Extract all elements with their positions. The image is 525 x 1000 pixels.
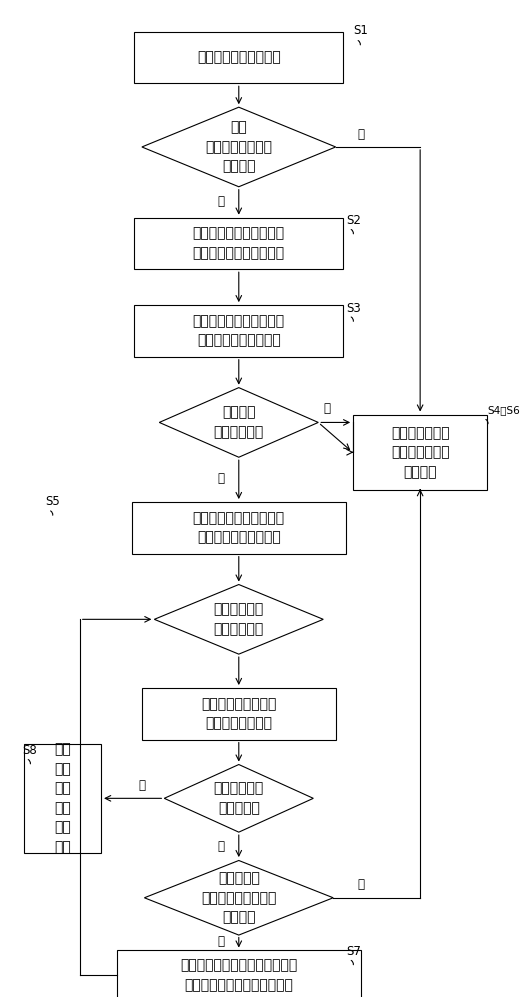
Polygon shape bbox=[154, 585, 323, 654]
Text: S8: S8 bbox=[23, 744, 37, 757]
Text: 剩余时间小于
设定时间阈值: 剩余时间小于 设定时间阈值 bbox=[214, 603, 264, 636]
Polygon shape bbox=[164, 765, 313, 832]
Text: 否: 否 bbox=[357, 128, 364, 141]
Text: 峰值
功率
使用
保护
处理
模式: 峰值 功率 使用 保护 处理 模式 bbox=[54, 743, 71, 854]
Text: 更新动力电池能够继续提
供峰值功率的剩余时间: 更新动力电池能够继续提 供峰值功率的剩余时间 bbox=[193, 511, 285, 545]
Text: 是: 是 bbox=[323, 402, 330, 415]
Bar bbox=[134, 305, 343, 357]
Bar bbox=[134, 32, 343, 83]
Text: 进行峰值功率输出，并估
算出峰值功率的剩余时间: 进行峰值功率输出，并估 算出峰值功率的剩余时间 bbox=[193, 227, 285, 260]
Text: 提示驾驶员峰值功率
剩余使用时间不足: 提示驾驶员峰值功率 剩余使用时间不足 bbox=[201, 697, 277, 731]
Text: 驾驶员减少加
速踏板开度: 驾驶员减少加 速踏板开度 bbox=[214, 782, 264, 815]
Text: S3: S3 bbox=[346, 302, 361, 315]
Text: S7: S7 bbox=[346, 945, 361, 958]
Text: 否: 否 bbox=[218, 472, 225, 485]
Text: 否: 否 bbox=[139, 779, 145, 792]
Bar bbox=[134, 218, 343, 269]
Text: 是: 是 bbox=[218, 195, 225, 208]
Bar bbox=[117, 950, 361, 1000]
Text: 是: 是 bbox=[218, 840, 225, 853]
Text: 踏板开度值
小于预设的退出时的
踏板开度: 踏板开度值 小于预设的退出时的 踏板开度 bbox=[201, 871, 277, 924]
Bar bbox=[142, 688, 335, 740]
Text: 否: 否 bbox=[218, 935, 225, 948]
Text: S2: S2 bbox=[346, 214, 361, 227]
Polygon shape bbox=[142, 107, 335, 187]
Text: 实时获取驾驶员的驾驶意
图以及车辆输出的功率: 实时获取驾驶员的驾驶意 图以及车辆输出的功率 bbox=[193, 314, 285, 348]
Bar bbox=[132, 502, 345, 554]
Polygon shape bbox=[159, 388, 318, 457]
Text: S4、S6: S4、S6 bbox=[487, 406, 520, 416]
Text: 按照正常工作模
式的功率表进行
功率输出: 按照正常工作模 式的功率表进行 功率输出 bbox=[391, 426, 449, 479]
Polygon shape bbox=[144, 860, 333, 935]
Text: S5: S5 bbox=[45, 495, 60, 508]
Text: S1: S1 bbox=[353, 24, 368, 37]
Text: 识别驾驶员的驾驶意图: 识别驾驶员的驾驶意图 bbox=[197, 50, 281, 64]
Text: 计算得到输出的峰值功率，并输
出该峰值功率；计算剩余时间: 计算得到输出的峰值功率，并输 出该峰值功率；计算剩余时间 bbox=[180, 959, 298, 992]
Text: 是否
需要进入峰值功率
使用模式: 是否 需要进入峰值功率 使用模式 bbox=[205, 120, 272, 173]
Text: 是: 是 bbox=[357, 878, 364, 891]
Bar bbox=[24, 744, 101, 853]
Text: 退出峰值
功率使用模式: 退出峰值 功率使用模式 bbox=[214, 406, 264, 439]
Bar bbox=[353, 415, 487, 490]
